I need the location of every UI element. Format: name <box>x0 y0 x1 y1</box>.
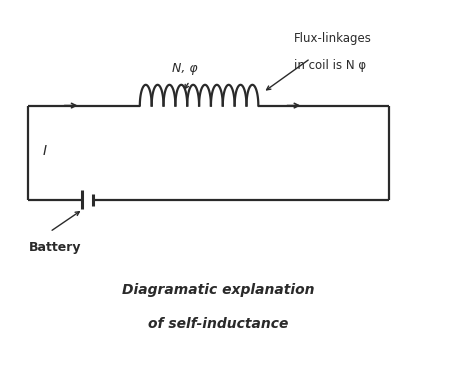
Text: of self-inductance: of self-inductance <box>148 317 288 331</box>
Text: N, φ: N, φ <box>172 63 198 75</box>
Text: Diagramatic explanation: Diagramatic explanation <box>122 283 314 297</box>
Text: Battery: Battery <box>28 241 81 254</box>
Text: I: I <box>43 144 47 158</box>
Text: Flux-linkages: Flux-linkages <box>294 32 372 45</box>
Text: in coil is N φ: in coil is N φ <box>294 59 366 72</box>
